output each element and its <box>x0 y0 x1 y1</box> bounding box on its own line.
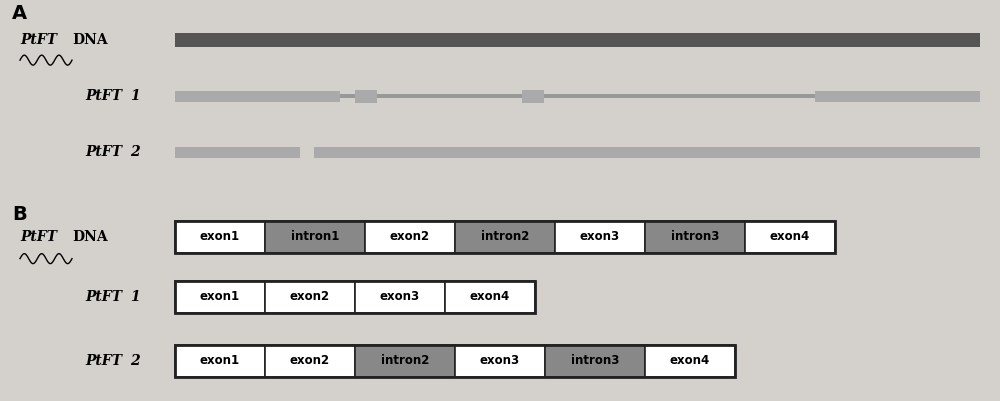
Text: 1: 1 <box>130 290 140 304</box>
Text: PtFT: PtFT <box>85 89 122 103</box>
Bar <box>175 95 980 98</box>
Bar <box>355 345 455 377</box>
Bar <box>175 345 735 377</box>
Bar <box>445 281 535 313</box>
Text: PtFT: PtFT <box>20 33 57 47</box>
Text: exon1: exon1 <box>200 290 240 303</box>
Text: exon1: exon1 <box>200 230 240 243</box>
Text: exon3: exon3 <box>480 354 520 367</box>
Bar <box>355 90 377 103</box>
Text: exon2: exon2 <box>290 354 330 367</box>
Bar <box>314 147 980 158</box>
Text: 2: 2 <box>130 146 140 159</box>
Text: intron3: intron3 <box>571 354 619 367</box>
Text: exon3: exon3 <box>380 290 420 303</box>
Text: exon4: exon4 <box>670 354 710 367</box>
Bar <box>645 345 735 377</box>
Text: intron1: intron1 <box>291 230 339 243</box>
Bar <box>645 221 745 253</box>
Text: 2: 2 <box>130 354 140 368</box>
Bar <box>300 147 314 158</box>
Text: A: A <box>12 4 27 23</box>
Bar <box>265 281 355 313</box>
Bar <box>455 345 545 377</box>
Text: PtFT: PtFT <box>85 290 122 304</box>
Text: DNA: DNA <box>72 33 108 47</box>
Text: PtFT: PtFT <box>85 354 122 368</box>
Text: exon1: exon1 <box>200 354 240 367</box>
Text: intron3: intron3 <box>671 230 719 243</box>
Text: 1: 1 <box>130 89 140 103</box>
Text: DNA: DNA <box>72 230 108 243</box>
Text: PtFT: PtFT <box>85 146 122 159</box>
Text: exon2: exon2 <box>290 290 330 303</box>
Bar <box>545 345 645 377</box>
Bar <box>175 281 265 313</box>
Text: B: B <box>12 205 27 223</box>
Bar <box>365 221 455 253</box>
Text: PtFT: PtFT <box>20 230 57 243</box>
Text: exon2: exon2 <box>390 230 430 243</box>
Bar <box>355 281 445 313</box>
Text: exon4: exon4 <box>470 290 510 303</box>
Bar <box>522 90 544 103</box>
Bar <box>175 147 300 158</box>
Bar <box>555 221 645 253</box>
Text: exon3: exon3 <box>580 230 620 243</box>
Bar <box>175 91 340 102</box>
Bar <box>265 221 365 253</box>
Bar <box>175 345 265 377</box>
Bar <box>175 221 265 253</box>
Bar <box>265 345 355 377</box>
Text: intron2: intron2 <box>381 354 429 367</box>
Bar <box>175 281 535 313</box>
Bar <box>455 221 555 253</box>
Text: intron2: intron2 <box>481 230 529 243</box>
Bar <box>175 33 980 47</box>
Text: exon4: exon4 <box>770 230 810 243</box>
Bar <box>815 91 980 102</box>
Bar <box>745 221 835 253</box>
Bar <box>175 221 835 253</box>
